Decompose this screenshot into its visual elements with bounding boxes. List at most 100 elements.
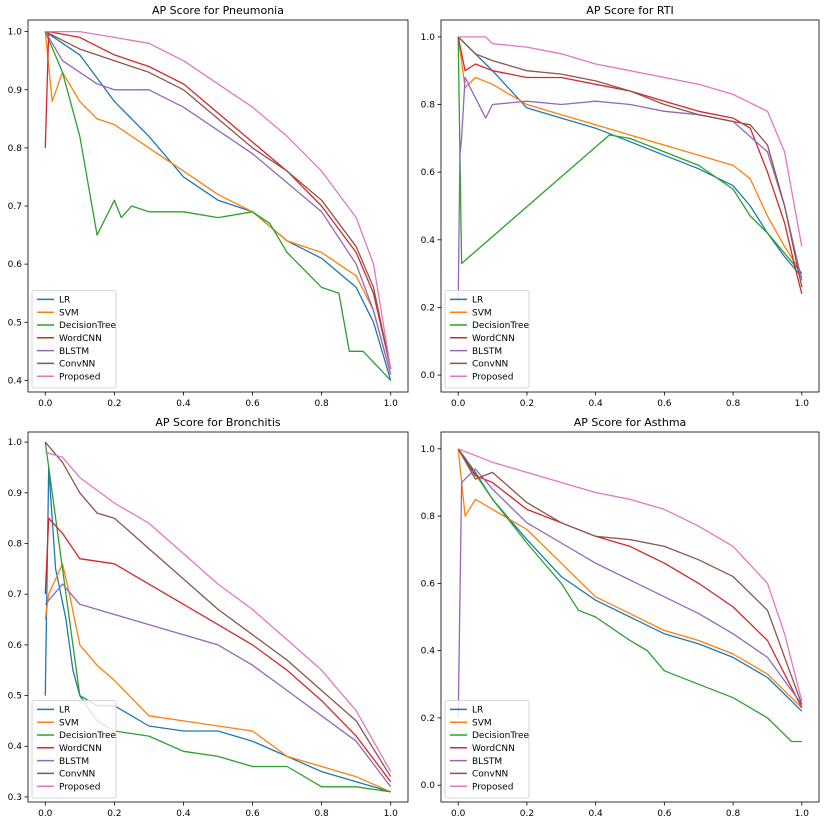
legend-label-svm: SVM — [472, 718, 492, 728]
y-tick-label: 0.7 — [8, 202, 22, 212]
legend-label-convnn: ConvNN — [472, 770, 508, 780]
legend-label-decisiontree: DecisionTree — [472, 731, 530, 741]
series-line-proposed — [457, 448, 803, 702]
series-line-proposed — [45, 451, 392, 772]
legend-label-blstm: BLSTM — [59, 347, 89, 357]
x-tick-label: 0.8 — [314, 809, 329, 819]
legend-label-lr: LR — [472, 706, 483, 716]
y-tick-label: 0.3 — [8, 793, 22, 803]
x-tick-label: 0.2 — [107, 399, 121, 409]
series-line-wordcnn — [457, 36, 803, 295]
series-line-blstm — [44, 583, 392, 788]
y-tick-label: 0.8 — [8, 144, 23, 154]
legend-label-proposed: Proposed — [472, 782, 513, 792]
legend-label-decisiontree: DecisionTree — [59, 731, 117, 741]
series-line-decisiontree — [44, 442, 391, 793]
legend-label-convnn: ConvNN — [59, 360, 95, 370]
y-tick-label: 0.4 — [421, 236, 436, 246]
x-tick-label: 0.2 — [107, 809, 121, 819]
x-tick-label: 0.2 — [520, 399, 534, 409]
legend-label-wordcnn: WordCNN — [59, 334, 102, 344]
y-tick-label: 0.6 — [8, 641, 23, 651]
x-tick-label: 1.0 — [795, 399, 810, 409]
x-tick-label: 0.0 — [451, 809, 466, 819]
plot-title: AP Score for Asthma — [574, 416, 687, 429]
legend-label-blstm: BLSTM — [59, 757, 89, 767]
plot-frame — [27, 431, 409, 803]
y-tick-label: 1.0 — [8, 438, 23, 448]
legend-label-lr: LR — [59, 296, 70, 306]
x-tick-label: 0.6 — [657, 809, 672, 819]
plot-title: AP Score for RTI — [586, 4, 673, 17]
plot-panel-1: AP Score for Pneumonia 0.0 0.2 0.4 0.6 0.8 1.0… — [8, 4, 409, 409]
legend-label-proposed: Proposed — [59, 782, 100, 792]
y-tick-label: 0.0 — [421, 781, 436, 791]
x-tick-label: 1.0 — [384, 809, 399, 819]
x-tick-label: 0.4 — [588, 809, 603, 819]
series-line-proposed — [45, 30, 392, 369]
y-tick-label: 0.7 — [8, 590, 22, 600]
y-tick-label: 0.8 — [421, 101, 436, 111]
legend-label-decisiontree: DecisionTree — [472, 321, 530, 331]
series-line-decisiontree — [457, 448, 802, 743]
x-tick-label: 0.6 — [657, 399, 672, 409]
legend-label-svm: SVM — [472, 308, 492, 318]
plot-frame — [440, 431, 820, 803]
series-line-convnn — [457, 448, 803, 705]
y-tick-label: 1.0 — [421, 445, 436, 455]
series-line-lr — [44, 31, 392, 381]
series-line-lr — [44, 466, 391, 793]
y-tick-label: 0.2 — [421, 714, 435, 724]
legend-label-convnn: ConvNN — [59, 770, 95, 780]
series-line-convnn — [45, 31, 392, 369]
series-line-wordcnn — [457, 448, 803, 709]
plot-panel-2: AP Score for RTI 0.0 0.2 0.4 0.6 0.8 1.0 0.0 0.2… — [421, 4, 820, 409]
legend-label-blstm: BLSTM — [472, 757, 502, 767]
legend: LR SVM DecisionTree WordCNN BLSTM ConvNN Propo… — [31, 700, 117, 799]
legend-label-proposed: Proposed — [59, 372, 100, 382]
plot-frame — [440, 19, 820, 393]
y-tick-label: 0.8 — [421, 512, 436, 522]
series-line-svm — [457, 448, 803, 709]
legend-label-blstm: BLSTM — [472, 347, 502, 357]
x-tick-label: 0.6 — [245, 809, 260, 819]
y-tick-label: 0.9 — [8, 86, 23, 96]
y-tick-label: 0.6 — [421, 579, 436, 589]
x-tick-label: 1.0 — [795, 809, 810, 819]
x-tick-label: 0.4 — [176, 809, 191, 819]
y-tick-label: 0.4 — [8, 376, 23, 386]
legend-label-convnn: ConvNN — [472, 360, 508, 370]
plot-title: AP Score for Pneumonia — [152, 4, 284, 17]
series-line-blstm — [44, 31, 392, 375]
y-tick-label: 1.0 — [8, 28, 23, 38]
legend-label-proposed: Proposed — [472, 372, 513, 382]
legend-label-decisiontree: DecisionTree — [59, 321, 117, 331]
series-line-lr — [457, 36, 803, 278]
series-line-blstm — [457, 468, 803, 718]
legend-label-lr: LR — [472, 296, 483, 306]
y-tick-label: 0.6 — [8, 260, 23, 270]
series-line-convnn — [44, 441, 392, 778]
y-tick-label: 0.9 — [8, 489, 23, 499]
legend-label-svm: SVM — [59, 308, 79, 318]
x-tick-label: 0.0 — [38, 399, 53, 409]
legend: LR SVM DecisionTree WordCNN BLSTM ConvNN Propo… — [444, 700, 530, 799]
x-tick-label: 0.4 — [176, 399, 191, 409]
x-tick-label: 0.8 — [726, 809, 741, 819]
series-line-svm — [44, 31, 392, 375]
legend-label-wordcnn: WordCNN — [472, 334, 515, 344]
x-tick-label: 0.2 — [520, 809, 534, 819]
series-line-svm — [44, 563, 391, 793]
series-line-decisiontree — [44, 31, 392, 381]
y-tick-label: 0.4 — [421, 647, 436, 657]
y-tick-label: 0.8 — [8, 540, 23, 550]
series-line-wordcnn — [44, 30, 392, 369]
x-tick-label: 0.0 — [38, 809, 53, 819]
series-line-decisiontree — [457, 36, 803, 275]
y-tick-label: 0.5 — [8, 692, 22, 702]
legend-label-lr: LR — [59, 706, 70, 716]
legend-label-wordcnn: WordCNN — [472, 744, 515, 754]
x-tick-label: 0.8 — [726, 399, 741, 409]
y-tick-label: 0.0 — [421, 371, 436, 381]
